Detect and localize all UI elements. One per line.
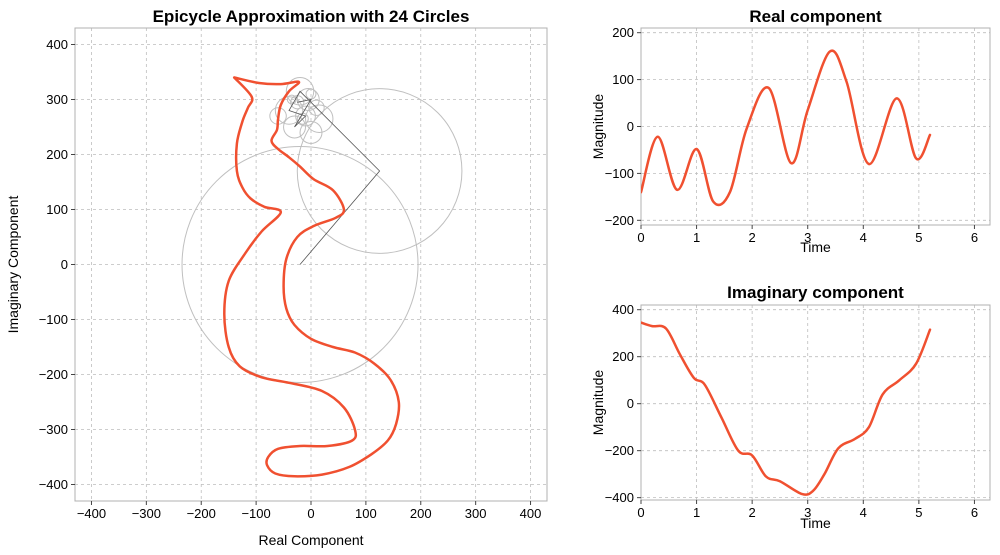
- y-tick-label: −200: [605, 213, 634, 228]
- x-tick-label: −300: [132, 506, 161, 521]
- x-tick-label: 3: [804, 230, 811, 245]
- x-tick-label: 0: [637, 505, 644, 520]
- epicycle-circle: [274, 96, 304, 125]
- main-x-axis-label: Real Component: [258, 532, 363, 548]
- epicycle-traced-curve: [223, 76, 401, 478]
- x-tick-label: 2: [749, 505, 756, 520]
- epicycle-circle: [286, 94, 297, 105]
- real-title: Real component: [749, 7, 882, 26]
- y-tick-label: 100: [46, 202, 68, 217]
- y-tick-label: −200: [39, 367, 68, 382]
- x-tick-label: 1: [693, 230, 700, 245]
- x-tick-label: 3: [804, 505, 811, 520]
- y-tick-label: 100: [612, 72, 634, 87]
- y-tick-label: 0: [627, 119, 634, 134]
- imag-plot-area: [641, 321, 932, 496]
- x-tick-label: 2: [749, 230, 756, 245]
- imag-grid: [640, 305, 990, 500]
- epicycle-circle: [305, 88, 317, 100]
- real-component-line: [641, 49, 932, 207]
- real-grid: [640, 28, 990, 225]
- y-tick-label: 0: [627, 396, 634, 411]
- y-tick-label: −100: [605, 166, 634, 181]
- x-tick-label: 1: [693, 505, 700, 520]
- real-y-axis-label: Magnitude: [590, 94, 606, 160]
- epicycle-circle: [305, 104, 334, 133]
- x-tick-label: 0: [307, 506, 314, 521]
- x-tick-label: 0: [637, 230, 644, 245]
- x-tick-label: 4: [860, 505, 867, 520]
- y-tick-label: −300: [39, 422, 68, 437]
- x-tick-label: −400: [77, 506, 106, 521]
- real-panel: 0 1 2 3 4 5 6 −200 −100 0 100 200 Real component Time…: [590, 7, 991, 255]
- y-tick-label: 0: [61, 257, 68, 272]
- y-tick-label: 200: [612, 25, 634, 40]
- epicycle-circle: [285, 77, 315, 106]
- y-tick-label: 400: [46, 37, 68, 52]
- x-tick-label: 100: [355, 506, 377, 521]
- y-tick-label: −100: [39, 312, 68, 327]
- imag-panel: 0 1 2 3 4 5 6 −400 −200 0 200 400 Imaginary componen…: [590, 283, 991, 531]
- x-tick-label: −200: [187, 506, 216, 521]
- imag-title: Imaginary component: [727, 283, 904, 302]
- imag-axes-frame: [640, 304, 991, 501]
- epicycle-circle: [181, 146, 419, 383]
- epicycle-arm-chain: [288, 90, 381, 265]
- x-tick-label: 300: [465, 506, 487, 521]
- main-plot-area: [181, 76, 463, 478]
- x-tick-label: 400: [520, 506, 542, 521]
- y-tick-label: 200: [46, 147, 68, 162]
- x-tick-label: −100: [241, 506, 270, 521]
- real-plot-area: [641, 49, 932, 207]
- y-tick-label: 200: [612, 349, 634, 364]
- real-x-axis-label: Time: [800, 239, 831, 255]
- main-y-axis-label: Imaginary Component: [5, 196, 21, 334]
- y-tick-label: −400: [605, 490, 634, 505]
- imag-component-line: [641, 321, 932, 496]
- epicycle-circle: [283, 115, 307, 139]
- main-title: Epicycle Approximation with 24 Circles: [153, 7, 470, 26]
- x-tick-label: 5: [915, 505, 922, 520]
- imag-x-axis-label: Time: [800, 515, 831, 531]
- epicycle-circle: [296, 88, 463, 254]
- x-tick-label: 5: [915, 230, 922, 245]
- imag-y-axis-label: Magnitude: [590, 370, 606, 436]
- x-tick-label: 6: [971, 230, 978, 245]
- x-tick-label: 200: [410, 506, 432, 521]
- y-tick-label: 300: [46, 92, 68, 107]
- x-tick-label: 6: [971, 505, 978, 520]
- y-tick-label: −400: [39, 477, 68, 492]
- epicycle-circle: [299, 121, 323, 144]
- epicycle-circle: [308, 99, 325, 116]
- y-tick-label: −200: [605, 443, 634, 458]
- main-panel: −400 −300 −200 −100 0 100 200 300 400 −400 −300 −20…: [5, 7, 548, 548]
- y-tick-label: 400: [612, 302, 634, 317]
- x-tick-label: 4: [860, 230, 867, 245]
